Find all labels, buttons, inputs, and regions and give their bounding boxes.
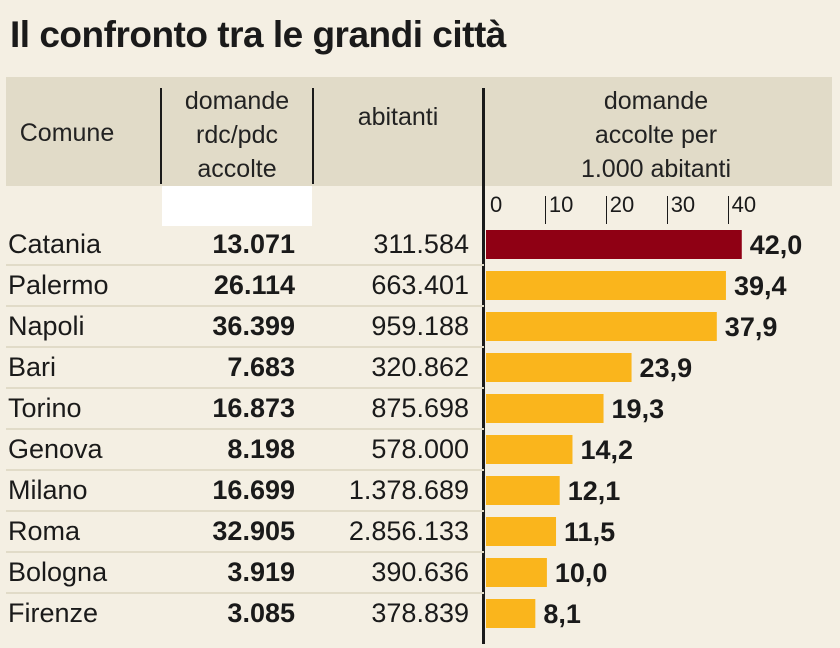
abitanti-value: 2.856.133	[348, 516, 469, 546]
header-domande: domande rdc/pdc accolte	[184, 87, 290, 183]
domande-value: 16.873	[212, 393, 295, 423]
abitanti-value: 959.188	[371, 311, 469, 341]
header-spacer	[162, 186, 312, 226]
city-name: Palermo	[8, 270, 109, 300]
value-label: 11,5	[564, 517, 615, 547]
domande-value: 8.198	[227, 434, 295, 464]
city-name: Milano	[8, 475, 88, 505]
tick-line	[605, 196, 608, 224]
bar-genova	[486, 435, 573, 464]
bar-roma	[486, 517, 557, 546]
row-separator	[6, 264, 484, 266]
bar-bologna	[486, 558, 547, 587]
tick-line	[727, 196, 730, 224]
value-label: 37,9	[725, 312, 778, 342]
domande-value: 3.919	[227, 557, 295, 587]
bar-catania	[486, 230, 742, 259]
bar-palermo	[486, 271, 726, 300]
city-name: Napoli	[8, 311, 85, 341]
tick-label: 30	[670, 192, 696, 217]
bar-torino	[486, 394, 604, 423]
row-separator	[6, 428, 484, 430]
divider-2	[312, 88, 314, 184]
city-name: Bari	[8, 352, 57, 382]
header-rate: domande accolte per 1.000 abitanti	[580, 87, 732, 183]
domande-value: 16.699	[212, 475, 295, 505]
value-label: 8,1	[543, 599, 581, 629]
city-name: Torino	[8, 393, 82, 423]
value-label: 10,0	[555, 558, 608, 588]
header-band	[6, 77, 832, 186]
header-comune: Comune	[19, 119, 115, 147]
city-name: Catania	[8, 229, 102, 259]
domande-value: 36.399	[212, 311, 295, 341]
tick-line	[544, 196, 547, 224]
chart-axis	[482, 88, 485, 644]
city-name: Firenze	[8, 598, 99, 628]
bar-bari	[486, 353, 632, 382]
abitanti-value: 875.698	[371, 393, 469, 423]
divider-1	[160, 88, 162, 184]
value-label: 42,0	[750, 230, 803, 260]
domande-value: 7.683	[227, 352, 295, 382]
abitanti-value: 390.636	[371, 557, 469, 587]
row-separator	[6, 551, 484, 553]
value-label: 19,3	[612, 394, 665, 424]
abitanti-value: 663.401	[371, 270, 469, 300]
row-separator	[6, 346, 484, 348]
bar-milano	[486, 476, 560, 505]
row-separator	[6, 305, 484, 307]
abitanti-value: 378.839	[371, 598, 469, 628]
tick-label: 10	[548, 192, 574, 217]
tick-label: 20	[609, 192, 635, 217]
tick-label: 40	[731, 192, 757, 217]
domande-value: 32.905	[212, 516, 295, 546]
abitanti-value: 320.862	[371, 352, 469, 382]
domande-value: 3.085	[227, 598, 295, 628]
abitanti-value: 578.000	[371, 434, 469, 464]
header-abitanti: abitanti	[357, 103, 439, 131]
row-separator	[6, 387, 484, 389]
page-title: Il confronto tra le grandi città	[10, 14, 506, 55]
bar-firenze	[486, 599, 536, 628]
bar-napoli	[486, 312, 717, 341]
value-label: 39,4	[734, 271, 787, 301]
row-separator	[6, 469, 484, 471]
abitanti-value: 1.378.689	[348, 475, 469, 505]
value-label: 14,2	[580, 435, 633, 465]
abitanti-value: 311.584	[373, 229, 469, 259]
value-label: 23,9	[640, 353, 693, 383]
city-name: Bologna	[8, 557, 108, 587]
tick-label: 0	[490, 192, 503, 217]
value-label: 12,1	[568, 476, 621, 506]
city-name: Genova	[8, 434, 103, 464]
domande-value: 26.114	[213, 270, 295, 300]
row-separator	[6, 592, 484, 594]
row-separator	[6, 510, 484, 512]
tick-line	[666, 196, 669, 224]
domande-value: 13.071	[212, 229, 295, 259]
city-name: Roma	[8, 516, 81, 546]
